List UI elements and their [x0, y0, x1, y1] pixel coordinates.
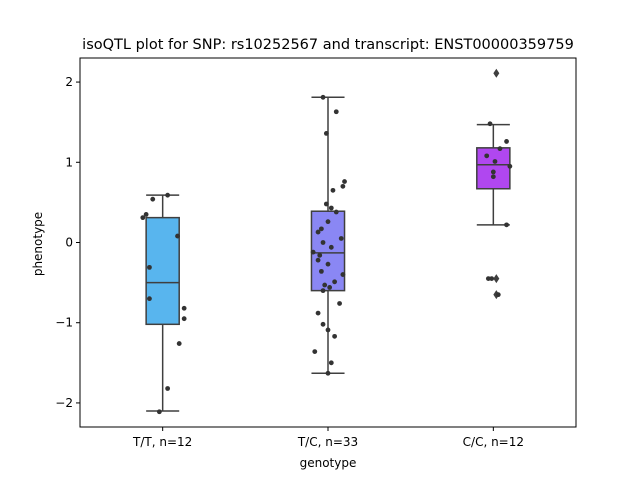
data-point: [327, 285, 333, 290]
box-1: [145, 216, 180, 326]
data-point: [342, 179, 347, 184]
x-tick-label: T/C, n=33: [297, 435, 358, 449]
data-point: [140, 215, 146, 221]
data-point: [484, 153, 490, 159]
data-point: [312, 349, 318, 354]
y-tick-label: 1: [65, 155, 73, 169]
box-3: [476, 147, 511, 190]
data-point: [147, 296, 152, 302]
outlier-marker: [493, 68, 500, 78]
box-2: [310, 210, 346, 292]
data-point: [332, 279, 338, 285]
data-point: [328, 360, 334, 366]
data-point: [150, 196, 156, 202]
data-point: [310, 249, 316, 255]
data-point: [495, 292, 501, 298]
data-point: [487, 121, 493, 127]
data-point: [156, 409, 162, 415]
data-point: [147, 264, 152, 270]
data-point: [490, 174, 496, 180]
data-point: [333, 209, 339, 215]
data-point: [315, 257, 321, 263]
data-point: [340, 272, 346, 277]
data-point: [504, 139, 509, 144]
data-point: [333, 109, 339, 115]
data-point: [325, 327, 331, 333]
y-axis-label: phenotype: [31, 212, 45, 276]
y-tick-label: 0: [65, 236, 73, 250]
data-point: [323, 131, 329, 136]
chart-title: isoQTL plot for SNP: rs10252567 and tran…: [82, 37, 574, 53]
data-point: [315, 229, 321, 235]
y-tick-label: −1: [55, 316, 73, 330]
data-point: [325, 370, 331, 376]
data-point: [317, 252, 323, 258]
data-point: [320, 321, 326, 327]
data-point: [332, 333, 338, 339]
data-point: [176, 341, 182, 346]
y-tick-label: 2: [65, 75, 73, 89]
plot-area: −2 −1 0 1 2 T/T, n=12 T/C, n=33 C/C, n=12: [55, 57, 577, 449]
data-point: [165, 192, 171, 198]
data-point: [504, 222, 509, 228]
data-point: [489, 276, 495, 281]
data-point: [143, 212, 149, 217]
data-point: [165, 386, 171, 391]
data-point: [320, 288, 326, 294]
data-point: [315, 310, 321, 316]
data-point: [328, 205, 334, 211]
y-tick-label: −2: [55, 396, 73, 410]
data-point: [490, 169, 496, 175]
data-point: [175, 233, 180, 239]
data-point: [485, 276, 491, 281]
data-point: [507, 163, 513, 169]
x-axis-label: genotype: [300, 456, 357, 470]
data-point: [320, 240, 326, 245]
data-point: [340, 183, 346, 189]
data-point: [320, 94, 326, 100]
data-point: [330, 187, 336, 193]
outlier-marker: [493, 274, 500, 284]
data-point: [325, 219, 331, 225]
data-point: [328, 244, 334, 250]
data-point: [338, 236, 344, 241]
data-point: [325, 261, 331, 267]
x-tick-label: C/C, n=12: [463, 435, 524, 449]
data-point: [497, 146, 503, 152]
data-point: [322, 282, 328, 288]
data-point: [337, 301, 342, 306]
data-point: [492, 159, 498, 164]
x-tick-label: T/T, n=12: [132, 435, 192, 449]
data-point: [181, 305, 187, 311]
data-point: [318, 268, 324, 274]
data-point: [318, 226, 324, 232]
data-point: [181, 316, 187, 322]
data-point: [323, 201, 329, 207]
